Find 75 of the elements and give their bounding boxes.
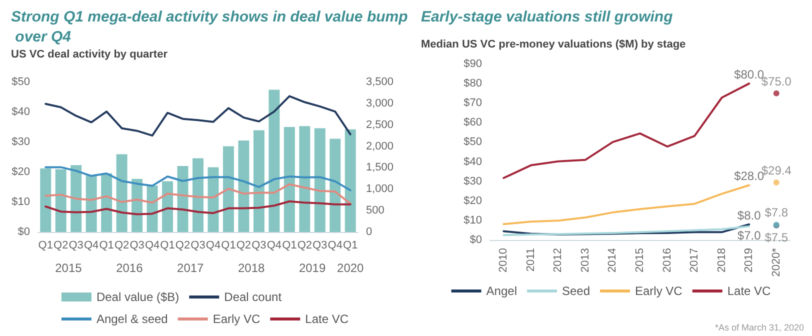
y-tick-label: $50 [464, 136, 482, 148]
y2-tick-label: 2,000 [366, 140, 394, 152]
y2-tick-label: 3,500 [366, 76, 394, 88]
chart-title: Early-stage valuations still growing [421, 8, 673, 26]
legend-label: Deal count [224, 290, 282, 304]
legend-label: Angel [486, 284, 517, 298]
y-tick-label: $50 [12, 76, 30, 88]
x-tick-label: 2014 [606, 248, 619, 272]
x-tick-label: 2017 [688, 248, 701, 272]
y2-tick-label: 1,000 [366, 183, 394, 196]
data-label: $7.8 [764, 206, 788, 220]
y-tick-label: $40 [12, 106, 30, 118]
x-tick-label: 2018 [716, 248, 728, 272]
x-tick-label: Q2 [54, 240, 68, 252]
y-tick-label: $90 [464, 58, 482, 70]
x-tick-label: Q1 [99, 240, 114, 252]
x-tick-label: 2012 [552, 248, 564, 272]
legend-label: Early VC [212, 312, 261, 326]
y-tick-label: $70 [464, 97, 482, 110]
x-tick-label: 2015 [634, 248, 646, 272]
y2-tick-label: 500 [366, 204, 384, 217]
x-tick-label: Q4 [266, 240, 282, 252]
y2-tick-label: 3,000 [366, 97, 394, 110]
x-tick-label: Q4 [206, 240, 221, 252]
x-tick-label: Q3 [190, 240, 206, 252]
y-tick-label: $30 [12, 136, 30, 148]
x-tick-label: 2019 [743, 248, 756, 272]
legend-label: Late VC [305, 312, 349, 326]
chart-title: Strong Q1 mega-deal activity shows in deal value bump over Q4 [11, 8, 408, 46]
x-tick-label: Q3 [312, 240, 328, 252]
y-tick-label: $80 [464, 78, 482, 90]
x-tick-label: Q3 [68, 240, 84, 252]
y-tick-label: $20 [12, 166, 30, 178]
data-label: $7.0 [737, 228, 762, 242]
y-tick-label: $10 [464, 214, 482, 226]
y2-tick-label: 2,500 [366, 118, 394, 131]
x-tick-label: 2011 [524, 248, 537, 272]
y-tick-label: $0 [470, 234, 482, 246]
legend-label: Late VC [727, 284, 772, 298]
legend-label: Deal value ($B) [96, 290, 180, 304]
chart-subtitle: US VC deal activity by quarter [11, 48, 168, 60]
data-label: $7.5 [764, 230, 788, 244]
y-tick-label: $40 [464, 156, 482, 168]
data-label: $8.0 [737, 208, 762, 222]
x-tick-label: 2010 [498, 248, 510, 272]
x-tick-label: Q1 [38, 240, 53, 252]
y-tick-label: $10 [12, 196, 30, 208]
x-tick-label: 2013 [579, 248, 592, 272]
text: 2020 [337, 261, 364, 275]
y2-tick-label: 0 [366, 226, 372, 238]
x-tick-label: Q2 [297, 240, 312, 252]
x-tick-label: Q1 [343, 240, 358, 252]
legend-label: Angel & seed [96, 312, 168, 326]
legend-label: Seed [562, 284, 590, 298]
x-tick-label: Q3 [130, 240, 144, 252]
y-tick-label: $60 [464, 116, 482, 129]
x-tick-label: Q4 [84, 240, 99, 252]
x-tick-label: Q1 [160, 240, 175, 252]
chart-subtitle: Median US VC pre-money valuations ($M) by stage [421, 38, 686, 50]
legend-label: Early VC [635, 284, 683, 298]
x-tick-label: Q1 [282, 240, 297, 252]
text: *As of March 31, 2020 [714, 322, 804, 332]
y-tick-label: $20 [464, 194, 482, 207]
x-tick-label: Q4 [144, 240, 160, 252]
x-tick-label: Q1 [221, 240, 236, 252]
x-tick-label: 2016 [661, 248, 674, 272]
x-tick-label: Q4 [328, 240, 342, 252]
y2-tick-label: 1,500 [366, 162, 394, 174]
y-tick-label: $30 [464, 175, 482, 188]
x-tick-label: Q2 [175, 240, 190, 252]
y-tick-label: $0 [18, 226, 30, 238]
x-tick-label: 2020* [770, 247, 782, 277]
x-tick-label: Q2 [236, 240, 252, 252]
x-tick-label: Q3 [252, 240, 266, 252]
x-tick-label: Q2 [114, 240, 130, 252]
